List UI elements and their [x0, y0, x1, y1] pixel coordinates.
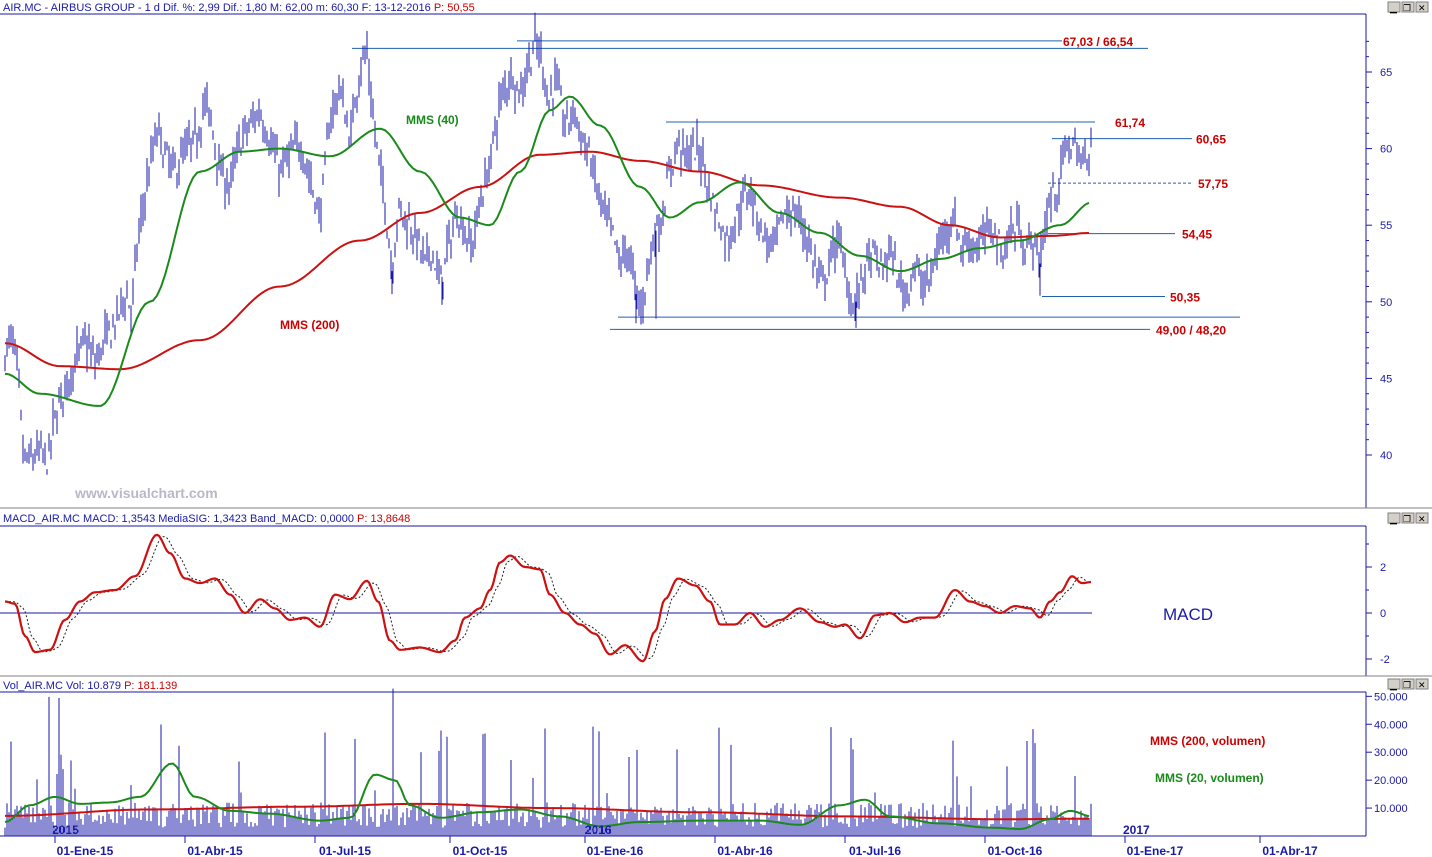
- macd-header-value: P: 13,8648: [357, 513, 410, 525]
- price-bars: [4, 12, 1092, 475]
- macd-y-tick-label: 2: [1380, 562, 1386, 574]
- level-labels: 67,03 / 66,54 61,74 60,65 57,75 54,45 50,35 49…: [1063, 35, 1228, 337]
- macd-restore-button[interactable]: [1401, 512, 1415, 524]
- level-label: 57,75: [1198, 177, 1228, 191]
- volume-y-tick-label: 10.000: [1374, 803, 1408, 815]
- year-label-2015: 2015: [52, 823, 79, 837]
- price-y-tick-label: 50: [1380, 297, 1392, 309]
- volume-restore-button[interactable]: [1401, 678, 1415, 690]
- close-icon: ✕: [1418, 4, 1426, 14]
- minimize-icon: ▁: [1389, 515, 1398, 525]
- macd-y-tick-label: 0: [1380, 608, 1386, 620]
- price-header-bar: [0, 0, 1432, 14]
- price-close-button[interactable]: [1415, 1, 1429, 13]
- volume-mms200-line: [5, 802, 1089, 821]
- x-axis-ticks: 01-Ene-15 01-Abr-15 01-Jul-15 01-Oct-15 01-E…: [54, 836, 1318, 857]
- volume-header-label: Vol_AIR.MC Vol: 10.879 P: 181.139: [3, 680, 177, 692]
- volume-y-ticks: 50.000 40.000 30.000 20.000 10.000: [1366, 691, 1408, 815]
- volume-close-button[interactable]: [1415, 678, 1429, 690]
- macd-panel: MACD_AIR.MC MACD: 1,3543 MediaSIG: 1,342…: [0, 513, 1432, 677]
- level-label: 60,65: [1196, 133, 1226, 147]
- watermark: www.visualchart.com: [74, 485, 218, 501]
- minimize-icon: ▁: [1389, 4, 1398, 14]
- level-label: 61,74: [1115, 116, 1145, 130]
- price-header-value: P: 50,55: [434, 2, 475, 14]
- x-tick-label: 01-Jul-16: [849, 844, 901, 857]
- volume-y-tick-label: 40.000: [1374, 719, 1408, 731]
- macd-header-label: MACD_AIR.MC MACD: 1,3543 MediaSIG: 1,342…: [3, 513, 410, 525]
- x-tick-label: 01-Jul-15: [319, 844, 371, 857]
- price-y-tick-label: 40: [1380, 450, 1392, 462]
- price-header-label: AIR.MC - AIRBUS GROUP - 1 d Dif. %: 2,99…: [3, 2, 475, 14]
- volume-y-tick-label: 50.000: [1374, 691, 1408, 703]
- mms40-line: [4, 95, 1090, 407]
- level-label: 67,03 / 66,54: [1063, 35, 1133, 49]
- x-tick-label: 01-Abr-17: [1262, 844, 1318, 857]
- macd-title: MACD: [1163, 605, 1213, 624]
- price-y-tick-label: 45: [1380, 373, 1392, 385]
- volume-window-controls: ▁ ❐ ✕: [1387, 678, 1429, 691]
- volume-panel: Vol_AIR.MC Vol: 10.879 P: 181.139 50.000…: [0, 680, 1408, 837]
- volume-header-value: P: 181.139: [124, 680, 177, 692]
- mms200-label: MMS (200): [280, 318, 339, 332]
- volume-mms20-line: [4, 762, 1090, 830]
- minimize-icon: ▁: [1389, 681, 1398, 691]
- close-icon: ✕: [1418, 515, 1426, 525]
- macd-y-ticks: 2 0 -2: [1366, 543, 1390, 666]
- year-label-2016: 2016: [585, 823, 612, 837]
- volume-mms20-label: MMS (20, volumen): [1155, 771, 1264, 785]
- mms40-label: MMS (40): [406, 113, 459, 127]
- macd-line: [4, 533, 1092, 663]
- macd-close-button[interactable]: [1415, 512, 1429, 524]
- price-panel: AIR.MC - AIRBUS GROUP - 1 d Dif. %: 2,99…: [0, 0, 1432, 509]
- price-y-tick-label: 60: [1380, 144, 1392, 156]
- macd-minimize-button[interactable]: [1387, 512, 1401, 524]
- price-window-controls: ▁ ❐ ✕: [1387, 1, 1429, 14]
- macd-y-tick-label: -2: [1380, 654, 1390, 666]
- restore-icon: ❐: [1403, 4, 1411, 14]
- price-y-tick-label: 55: [1380, 220, 1392, 232]
- x-tick-label: 01-Abr-16: [717, 844, 773, 857]
- level-label: 54,45: [1182, 228, 1212, 242]
- volume-y-tick-label: 20.000: [1374, 775, 1408, 787]
- level-label: 49,00 / 48,20: [1156, 323, 1226, 337]
- macd-window-controls: ▁ ❐ ✕: [1387, 512, 1429, 525]
- x-tick-label: 01-Ene-15: [57, 844, 114, 857]
- price-y-ticks: 65 60 55 50 45 40: [1366, 40, 1392, 462]
- volume-mms200-label: MMS (200, volumen): [1150, 734, 1265, 748]
- year-label-2017: 2017: [1123, 823, 1150, 837]
- macd-signal-line: [5, 536, 1092, 660]
- price-restore-button[interactable]: [1401, 1, 1415, 13]
- x-tick-label: 01-Oct-16: [988, 844, 1043, 857]
- x-tick-label: 01-Oct-15: [453, 844, 508, 857]
- price-minimize-button[interactable]: [1387, 1, 1401, 13]
- x-tick-label: 01-Abr-15: [187, 844, 243, 857]
- volume-y-tick-label: 30.000: [1374, 747, 1408, 759]
- mms200-line: [4, 150, 1090, 371]
- level-label: 50,35: [1170, 290, 1200, 304]
- volume-bars: [4, 688, 1092, 836]
- x-tick-label: 01-Ene-17: [1127, 844, 1184, 857]
- volume-minimize-button[interactable]: [1387, 678, 1401, 690]
- restore-icon: ❐: [1403, 515, 1411, 525]
- x-tick-label: 01-Ene-16: [587, 844, 644, 857]
- restore-icon: ❐: [1403, 681, 1411, 691]
- close-icon: ✕: [1418, 681, 1426, 691]
- price-panel-bg: [0, 0, 1432, 508]
- price-y-tick-label: 65: [1380, 67, 1392, 79]
